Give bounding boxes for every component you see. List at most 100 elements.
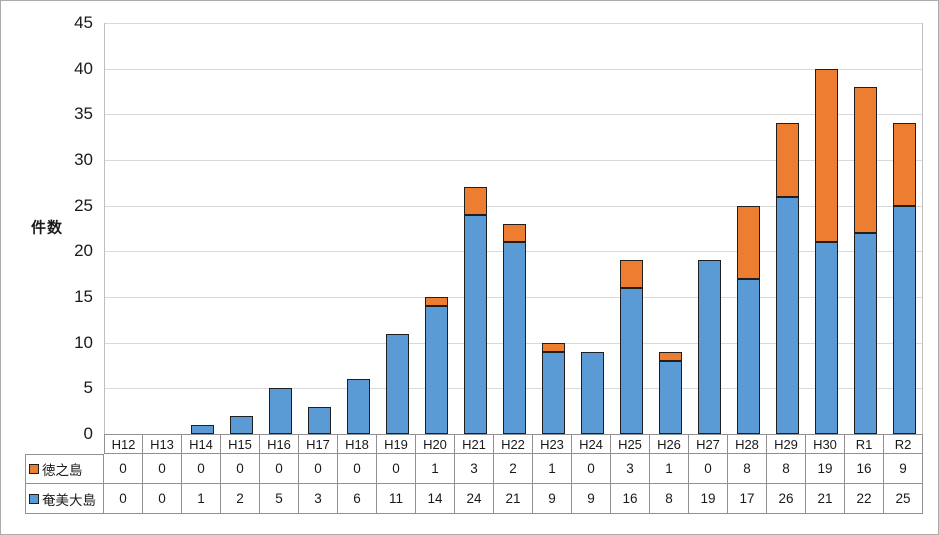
bar-segment-bottom-H22 <box>503 242 526 434</box>
table-value-奄美大島-H19: 11 <box>377 484 416 514</box>
y-tick-label-5: 5 <box>83 378 93 398</box>
bar-segment-bottom-H29 <box>776 196 799 434</box>
gridline-35 <box>105 114 922 116</box>
bar-segment-bottom-H26 <box>659 360 682 434</box>
table-value-徳之島-H14: 0 <box>182 454 221 484</box>
table-value-徳之島-H13: 0 <box>143 454 182 484</box>
table-value-奄美大島-H12: 0 <box>104 484 143 514</box>
table-category-H14: H14 <box>182 434 221 454</box>
table-category-H18: H18 <box>338 434 377 454</box>
y-tick-label-25: 25 <box>74 195 93 215</box>
table-value-奄美大島-H26: 8 <box>650 484 689 514</box>
bar-segment-bottom-H19 <box>386 333 409 434</box>
bar-segment-top-R2 <box>893 123 916 206</box>
bar-segment-bottom-R1 <box>854 233 877 434</box>
bar-segment-bottom-H27 <box>698 260 721 434</box>
table-value-奄美大島-H22: 21 <box>494 484 533 514</box>
gridline-45 <box>105 23 922 24</box>
table-category-H23: H23 <box>533 434 572 454</box>
bar-segment-bottom-H28 <box>737 278 760 434</box>
legend-label: 奄美大島 <box>42 492 96 508</box>
table-value-徳之島-R1: 16 <box>845 454 884 484</box>
y-tick-label-45: 45 <box>74 13 93 32</box>
bar-segment-top-H25 <box>620 260 643 288</box>
table-category-H21: H21 <box>455 434 494 454</box>
table-value-徳之島-H26: 1 <box>650 454 689 484</box>
bar-segment-bottom-H23 <box>542 351 565 434</box>
table-category-H28: H28 <box>728 434 767 454</box>
bar-segment-top-H20 <box>425 297 448 307</box>
gridline-40 <box>105 68 922 70</box>
bar-segment-bottom-H21 <box>464 214 487 434</box>
table-category-H29: H29 <box>767 434 806 454</box>
table-value-奄美大島-R1: 22 <box>845 484 884 514</box>
table-value-徳之島-H27: 0 <box>689 454 728 484</box>
legend-item-tokunoshima: 徳之島 <box>25 454 104 484</box>
legend-item-amami-oshima: 奄美大島 <box>25 484 104 514</box>
table-value-徳之島-H25: 3 <box>611 454 650 484</box>
bar-segment-top-R1 <box>854 86 877 234</box>
table-value-徳之島-H12: 0 <box>104 454 143 484</box>
data-table-legend: H12 H13 H14 H15 H16 H17 H18 H19 H20 H21 H22 H23 H24 H… <box>25 434 923 514</box>
legend-swatch-icon <box>29 493 39 504</box>
table-value-奄美大島-H30: 21 <box>806 484 845 514</box>
table-value-徳之島-H21: 3 <box>455 454 494 484</box>
table-value-徳之島-H20: 1 <box>416 454 455 484</box>
y-tick-label-40: 40 <box>74 58 93 78</box>
plot-area <box>104 23 923 434</box>
y-tick-label-35: 35 <box>74 104 93 124</box>
gridline-25 <box>105 205 922 207</box>
table-corner-blank <box>25 434 104 454</box>
bar-segment-top-H28 <box>737 205 760 279</box>
table-value-奄美大島-H14: 1 <box>182 484 221 514</box>
table-value-奄美大島-H25: 16 <box>611 484 650 514</box>
bar-segment-bottom-H30 <box>815 242 838 434</box>
bar-segment-top-H23 <box>542 342 565 352</box>
table-value-徳之島-H23: 1 <box>533 454 572 484</box>
table-value-徳之島-H30: 19 <box>806 454 845 484</box>
bar-segment-top-H29 <box>776 123 799 197</box>
table-value-奄美大島-R2: 25 <box>884 484 923 514</box>
table-category-R2: R2 <box>884 434 923 454</box>
table-value-徳之島-H22: 2 <box>494 454 533 484</box>
table-value-奄美大島-H20: 14 <box>416 484 455 514</box>
bar-segment-bottom-H20 <box>425 306 448 434</box>
bar-segment-top-H22 <box>503 223 526 243</box>
table-category-H19: H19 <box>377 434 416 454</box>
table-value-徳之島-R2: 9 <box>884 454 923 484</box>
y-tick-label-0: 0 <box>83 424 93 443</box>
bar-segment-top-H30 <box>815 68 838 243</box>
legend-swatch-icon <box>29 464 39 474</box>
table-category-H30: H30 <box>806 434 845 454</box>
table-category-H24: H24 <box>572 434 611 454</box>
table-category-H26: H26 <box>650 434 689 454</box>
table-value-徳之島-H15: 0 <box>221 454 260 484</box>
table-value-奄美大島-H24: 9 <box>572 484 611 514</box>
bar-segment-bottom-H14 <box>191 424 214 434</box>
table-value-奄美大島-H27: 19 <box>689 484 728 514</box>
table-category-R1: R1 <box>845 434 884 454</box>
y-tick-label-30: 30 <box>74 150 93 169</box>
table-value-徳之島-H28: 8 <box>728 454 767 484</box>
table-value-徳之島-H17: 0 <box>299 454 338 484</box>
bar-segment-bottom-H24 <box>581 351 604 434</box>
table-value-徳之島-H29: 8 <box>767 454 806 484</box>
table-category-H16: H16 <box>260 434 299 454</box>
table-value-奄美大島-H28: 17 <box>728 484 767 514</box>
table-category-H13: H13 <box>143 434 182 454</box>
table-value-奄美大島-H16: 5 <box>260 484 299 514</box>
bar-segment-bottom-R2 <box>893 205 916 434</box>
y-tick-label-20: 20 <box>74 241 93 261</box>
table-value-奄美大島-H18: 6 <box>338 484 377 514</box>
table-category-H22: H22 <box>494 434 533 454</box>
gridline-30 <box>105 160 922 161</box>
y-tick-label-10: 10 <box>74 332 93 352</box>
table-value-徳之島-H18: 0 <box>338 454 377 484</box>
table-category-H25: H25 <box>611 434 650 454</box>
y-axis-title: 件数 <box>31 219 64 237</box>
bar-segment-top-H21 <box>464 187 487 215</box>
bar-segment-bottom-H15 <box>230 415 253 434</box>
table-value-徳之島-H16: 0 <box>260 454 299 484</box>
table-value-奄美大島-H23: 9 <box>533 484 572 514</box>
